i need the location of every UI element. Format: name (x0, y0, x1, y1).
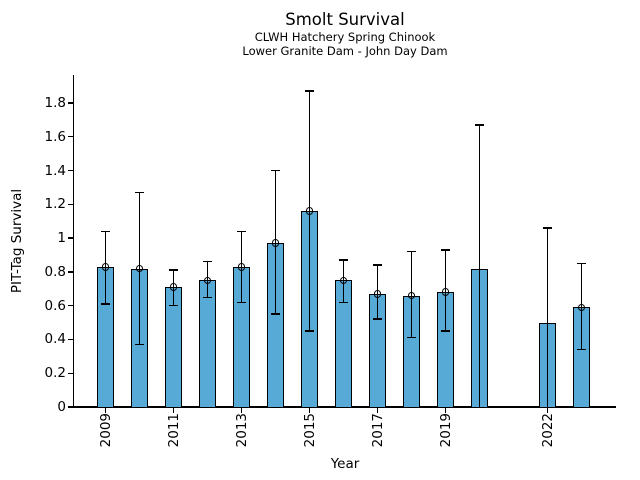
y-tick-mark (68, 271, 73, 273)
y-axis-line (72, 75, 75, 408)
y-tick-label: 1.4 (44, 162, 66, 179)
title-block: Smolt Survival CLWH Hatchery Spring Chin… (74, 0, 616, 58)
x-tick-label: 2009 (97, 413, 114, 448)
x-tick-label: 2015 (301, 413, 318, 448)
chart-subtitle-line1: CLWH Hatchery Spring Chinook (254, 30, 436, 44)
y-tick-label: 0.2 (44, 365, 66, 382)
error-bar-cap-lower (407, 337, 417, 339)
error-bar-cap-upper (407, 250, 417, 253)
error-bar-cap-upper (543, 227, 553, 229)
y-tick-label: 0 (57, 399, 66, 415)
x-tick-label: 2019 (437, 413, 454, 448)
y-tick-label: 0.8 (44, 263, 66, 280)
x-axis-label: Year (330, 456, 360, 472)
error-bar-cap-upper (237, 230, 247, 233)
x-tick-mark (241, 408, 243, 413)
error-bar-cap-lower (339, 301, 349, 303)
x-tick-label: 2011 (165, 413, 182, 448)
y-tick-mark (68, 237, 73, 239)
y-tick-label: 1.2 (44, 196, 66, 213)
x-tick-label: 2022 (539, 413, 556, 448)
y-tick-mark (68, 372, 73, 374)
chart-title: Smolt Survival (285, 10, 405, 29)
point-marker-circle (339, 276, 348, 285)
error-bar-cap-lower (441, 330, 451, 332)
y-tick-label: 1.8 (44, 94, 66, 111)
y-tick-label: 1.6 (44, 128, 66, 145)
x-tick-mark (309, 408, 311, 413)
error-bar-cap-upper (101, 230, 111, 233)
error-bar-cap-upper (305, 90, 315, 92)
x-tick-mark (547, 408, 549, 413)
chart-subtitle-line2: Lower Granite Dam - John Day Dam (242, 44, 448, 58)
error-bar-cap-upper (475, 124, 485, 126)
error-bar-cap-upper (441, 249, 451, 251)
point-marker-circle (101, 263, 110, 271)
error-bar-line (547, 227, 549, 407)
y-tick-mark (68, 136, 73, 138)
error-bar-cap-upper (373, 264, 383, 266)
point-marker-circle (305, 207, 314, 215)
point-marker-circle (441, 288, 450, 296)
error-bar-cap-lower (305, 330, 315, 332)
error-bar-cap-lower (237, 301, 247, 303)
point-marker-circle (373, 290, 382, 298)
error-bar-cap-upper (203, 261, 213, 263)
error-bar-cap-lower (577, 348, 587, 351)
y-tick-mark (68, 169, 73, 172)
y-tick-mark (68, 102, 73, 104)
error-bar-cap-upper (169, 269, 179, 271)
error-bar-cap-upper (271, 169, 281, 172)
point-marker-circle (135, 264, 144, 273)
x-tick-label: 2013 (233, 413, 250, 448)
error-bar-cap-lower (169, 304, 179, 307)
y-tick-label: 1 (57, 230, 66, 247)
x-tick-label: 2017 (369, 413, 386, 448)
y-tick-mark (68, 406, 73, 408)
point-marker-circle (577, 303, 586, 312)
y-tick-mark (68, 305, 73, 307)
point-marker-circle (271, 239, 280, 247)
error-bar-cap-upper (135, 191, 145, 194)
point-marker-circle (237, 263, 246, 271)
x-tick-mark (105, 408, 107, 413)
y-tick-label: 0.4 (44, 331, 66, 348)
bar (199, 280, 217, 408)
error-bar-cap-lower (373, 318, 383, 320)
x-tick-mark (445, 408, 447, 413)
point-marker-circle (169, 283, 178, 291)
error-bar-cap-upper (577, 262, 587, 265)
error-bar-cap-lower (271, 313, 281, 315)
error-bar-cap-lower (203, 296, 213, 298)
error-bar-cap-upper (339, 259, 349, 261)
error-bar-cap-lower (101, 303, 111, 305)
x-tick-mark (173, 408, 175, 413)
y-tick-label: 0.6 (44, 297, 66, 314)
x-tick-mark (377, 408, 379, 413)
y-axis-label: PIT-Tag Survival (9, 188, 25, 294)
y-tick-mark (68, 338, 73, 341)
error-bar-cap-lower (135, 343, 145, 346)
error-bar-line (479, 124, 481, 407)
point-marker-circle (203, 276, 212, 285)
y-tick-mark (68, 203, 73, 205)
